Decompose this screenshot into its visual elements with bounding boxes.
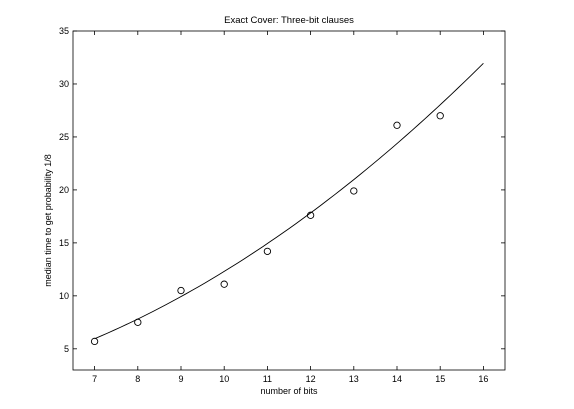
y-tick-label: 15 <box>59 238 69 248</box>
data-points <box>90 112 444 346</box>
x-tick-label: 10 <box>219 374 229 384</box>
data-point <box>220 280 228 288</box>
data-point <box>263 247 272 256</box>
x-tick-label: 16 <box>478 374 488 384</box>
data-point <box>134 318 142 326</box>
x-tick-label: 14 <box>392 374 402 384</box>
chart-title: Exact Cover: Three-bit clauses <box>224 15 354 26</box>
plot-frame <box>72 30 506 371</box>
y-tick-label: 30 <box>59 79 69 89</box>
y-axis: 5 10 15 20 25 30 35 <box>59 26 505 354</box>
x-axis: 7 8 9 10 11 12 13 14 15 16 <box>92 31 488 384</box>
y-tick-label: 10 <box>59 291 69 301</box>
y-tick-label: 25 <box>59 132 69 142</box>
x-tick-label: 11 <box>263 374 272 384</box>
x-tick-label: 15 <box>435 374 445 384</box>
fit-curve <box>94 62 484 340</box>
data-point <box>393 121 401 129</box>
y-tick-label: 20 <box>59 185 69 195</box>
data-point <box>177 286 185 295</box>
y-tick-label: 35 <box>59 26 69 36</box>
y-axis-label: median time to get probability 1/8 <box>43 154 53 287</box>
x-tick-label: 7 <box>92 374 97 384</box>
x-axis-label: number of bits <box>260 386 318 396</box>
y-tick-label: 5 <box>64 344 69 354</box>
data-point <box>90 337 99 346</box>
x-tick-label: 9 <box>178 374 183 384</box>
data-point <box>350 187 358 195</box>
x-tick-label: 13 <box>349 374 359 384</box>
data-point <box>306 211 315 219</box>
data-point <box>436 112 444 120</box>
x-tick-label: 12 <box>306 374 316 384</box>
x-tick-label: 8 <box>135 374 140 384</box>
